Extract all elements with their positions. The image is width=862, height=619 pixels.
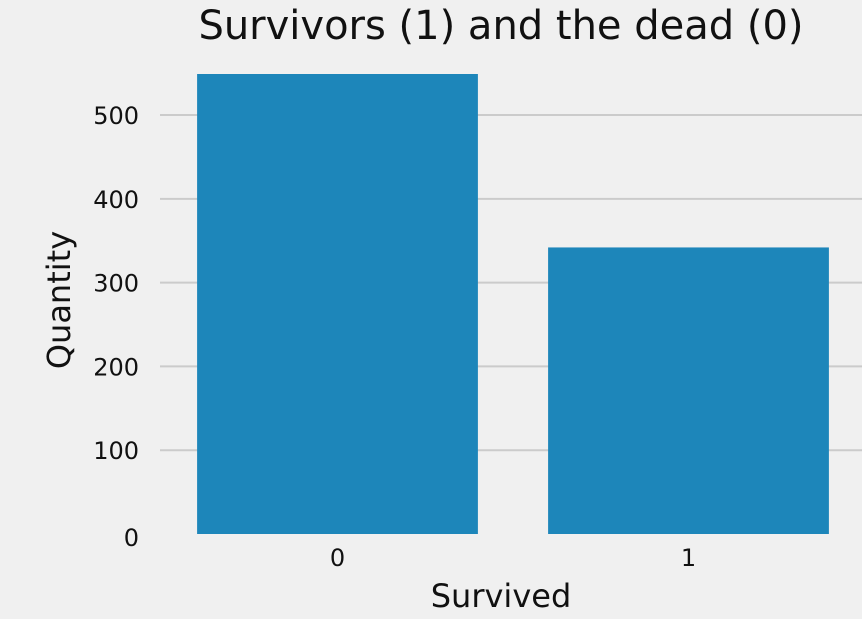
bar-1: [548, 247, 829, 534]
y-axis-label: Quantity: [40, 231, 78, 369]
y-tick-label-200: 200: [93, 353, 139, 381]
y-axis-ticks: 0 100 200 300 400 500: [93, 102, 139, 552]
y-tick-label-400: 400: [93, 186, 139, 214]
bars: [197, 74, 829, 534]
chart-title: Survivors (1) and the dead (0): [198, 3, 803, 49]
y-tick-label-0: 0: [124, 524, 139, 552]
x-axis-label: Survived: [431, 577, 572, 615]
y-tick-label-500: 500: [93, 102, 139, 130]
x-tick-label-0: 0: [330, 544, 345, 572]
x-tick-label-1: 1: [681, 544, 696, 572]
y-tick-label-100: 100: [93, 437, 139, 465]
y-tick-label-300: 300: [93, 270, 139, 298]
bar-0: [197, 74, 478, 534]
